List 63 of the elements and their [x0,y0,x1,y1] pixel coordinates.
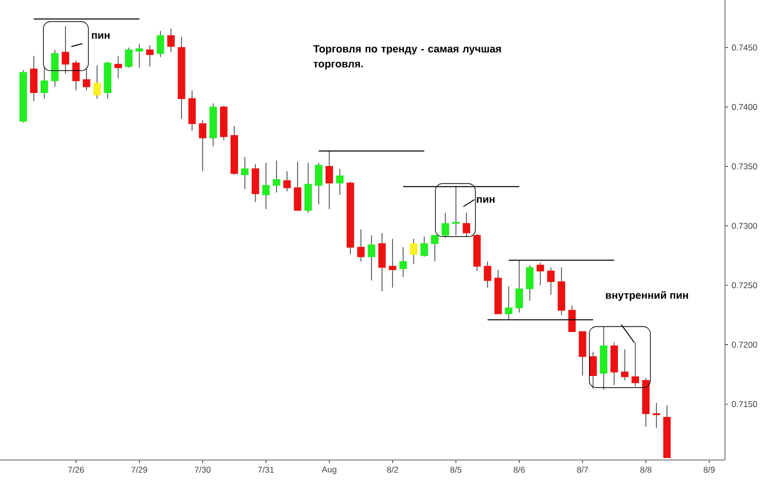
candlestick [241,156,249,190]
x-tick-label: 8/2 [387,466,398,473]
x-tick-label: 8/9 [704,466,715,473]
annotation: пин [476,197,495,203]
x-tick-label: 7/26 [68,466,84,473]
candlestick [136,44,144,68]
y-tick-label: 0.7450 [732,44,758,51]
candlestick [125,47,132,68]
x-tick-label: 8/7 [577,466,588,473]
candlestick [621,348,628,381]
x-tick-label: 8/8 [640,466,652,473]
candlestick [410,238,418,264]
candlestick [294,161,302,211]
x-tick-label: 8/6 [514,466,525,473]
candlestick [262,162,270,210]
candlestick [146,44,154,67]
candlestick [336,168,344,196]
candlestick [462,212,470,237]
candlestick [93,64,101,100]
candlestick [420,236,428,258]
annotation: пин [92,33,110,39]
y-tick-label: 0.7200 [732,342,758,348]
candlestick [62,26,70,74]
x-tick-label: 7/31 [258,466,274,473]
candlestick [272,160,280,193]
candlestick [167,28,175,53]
candlestick [484,261,492,288]
candlestick [368,234,376,281]
candlestick [156,30,164,58]
y-tick-label: 0.7250 [732,282,758,288]
candlestick [30,55,38,102]
candlestick [399,246,407,278]
candlestick [515,260,523,314]
y-tick-label: 0.7150 [732,401,758,408]
y-tick-label: 0.7300 [732,222,758,229]
x-tick-label: 8/5 [450,466,462,473]
candlestick [589,351,597,390]
candlestick [378,232,386,292]
candlestick [526,264,534,302]
candlestick [114,55,122,79]
annotation: Торговля по тренду - самая лучшая торговля. [313,45,501,70]
candlestick [326,150,333,210]
y-tick-label: 0.7400 [732,104,758,110]
candlestick [40,67,48,100]
candlestick [504,286,512,320]
candlestick [442,212,450,238]
candlestick [82,67,90,91]
candlestick [283,170,291,192]
x-tick-label: 7/29 [132,466,148,473]
candlestick [547,266,555,296]
y-tick-label: 0.7350 [732,163,758,170]
candlestick [357,228,365,262]
candlestick [632,342,640,387]
candlestick [198,120,206,172]
annotation: внутренний пин [606,291,688,301]
x-tick-label: 7/30 [194,466,211,473]
candlestick [314,162,322,205]
candlestick [536,262,544,286]
x-tick-label: Aug [322,466,336,474]
candlestick [72,60,80,91]
candlestick [431,234,439,262]
candlestick [388,238,396,288]
candlestick [452,186,460,236]
